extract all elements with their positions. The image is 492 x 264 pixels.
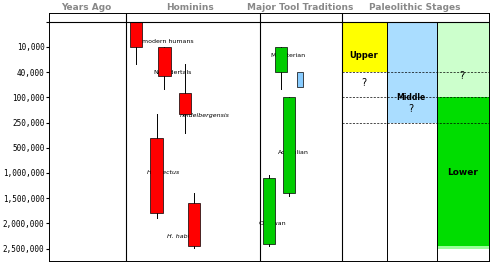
Text: Lower: Lower	[447, 168, 478, 177]
Text: H. erectus: H. erectus	[147, 171, 179, 176]
Bar	[437, 22, 489, 97]
Bar	[130, 22, 142, 47]
Text: Acheulian: Acheulian	[277, 150, 308, 155]
Text: Upper: Upper	[349, 51, 378, 60]
Bar	[297, 72, 303, 87]
Bar	[263, 178, 275, 244]
Bar	[341, 22, 387, 72]
Text: Oldowan: Oldowan	[259, 221, 286, 226]
Text: H.
heidelbergensis: H. heidelbergensis	[180, 107, 230, 118]
Text: ?: ?	[409, 104, 414, 114]
Text: ?: ?	[361, 78, 366, 88]
Bar	[151, 138, 163, 213]
Bar	[158, 47, 171, 76]
Bar	[437, 246, 489, 249]
Text: Major Tool Traditions: Major Tool Traditions	[246, 3, 353, 12]
Bar	[188, 203, 200, 246]
Text: Hominins: Hominins	[166, 3, 214, 12]
Bar	[387, 122, 437, 249]
Text: H. habilis: H. habilis	[167, 233, 196, 238]
Bar	[275, 47, 287, 72]
Text: Mousterian: Mousterian	[270, 53, 306, 58]
Bar	[341, 97, 387, 249]
Bar	[282, 97, 295, 193]
Text: Middle: Middle	[397, 93, 426, 102]
Bar	[341, 72, 387, 97]
Text: Neandertals: Neandertals	[154, 70, 192, 74]
Bar	[179, 93, 191, 114]
Bar	[437, 97, 489, 246]
Text: ?: ?	[460, 71, 465, 81]
Bar	[387, 22, 437, 122]
Text: modern humans: modern humans	[142, 39, 194, 44]
Text: Years Ago: Years Ago	[61, 3, 111, 12]
Text: Paleolithic Stages: Paleolithic Stages	[369, 3, 460, 12]
